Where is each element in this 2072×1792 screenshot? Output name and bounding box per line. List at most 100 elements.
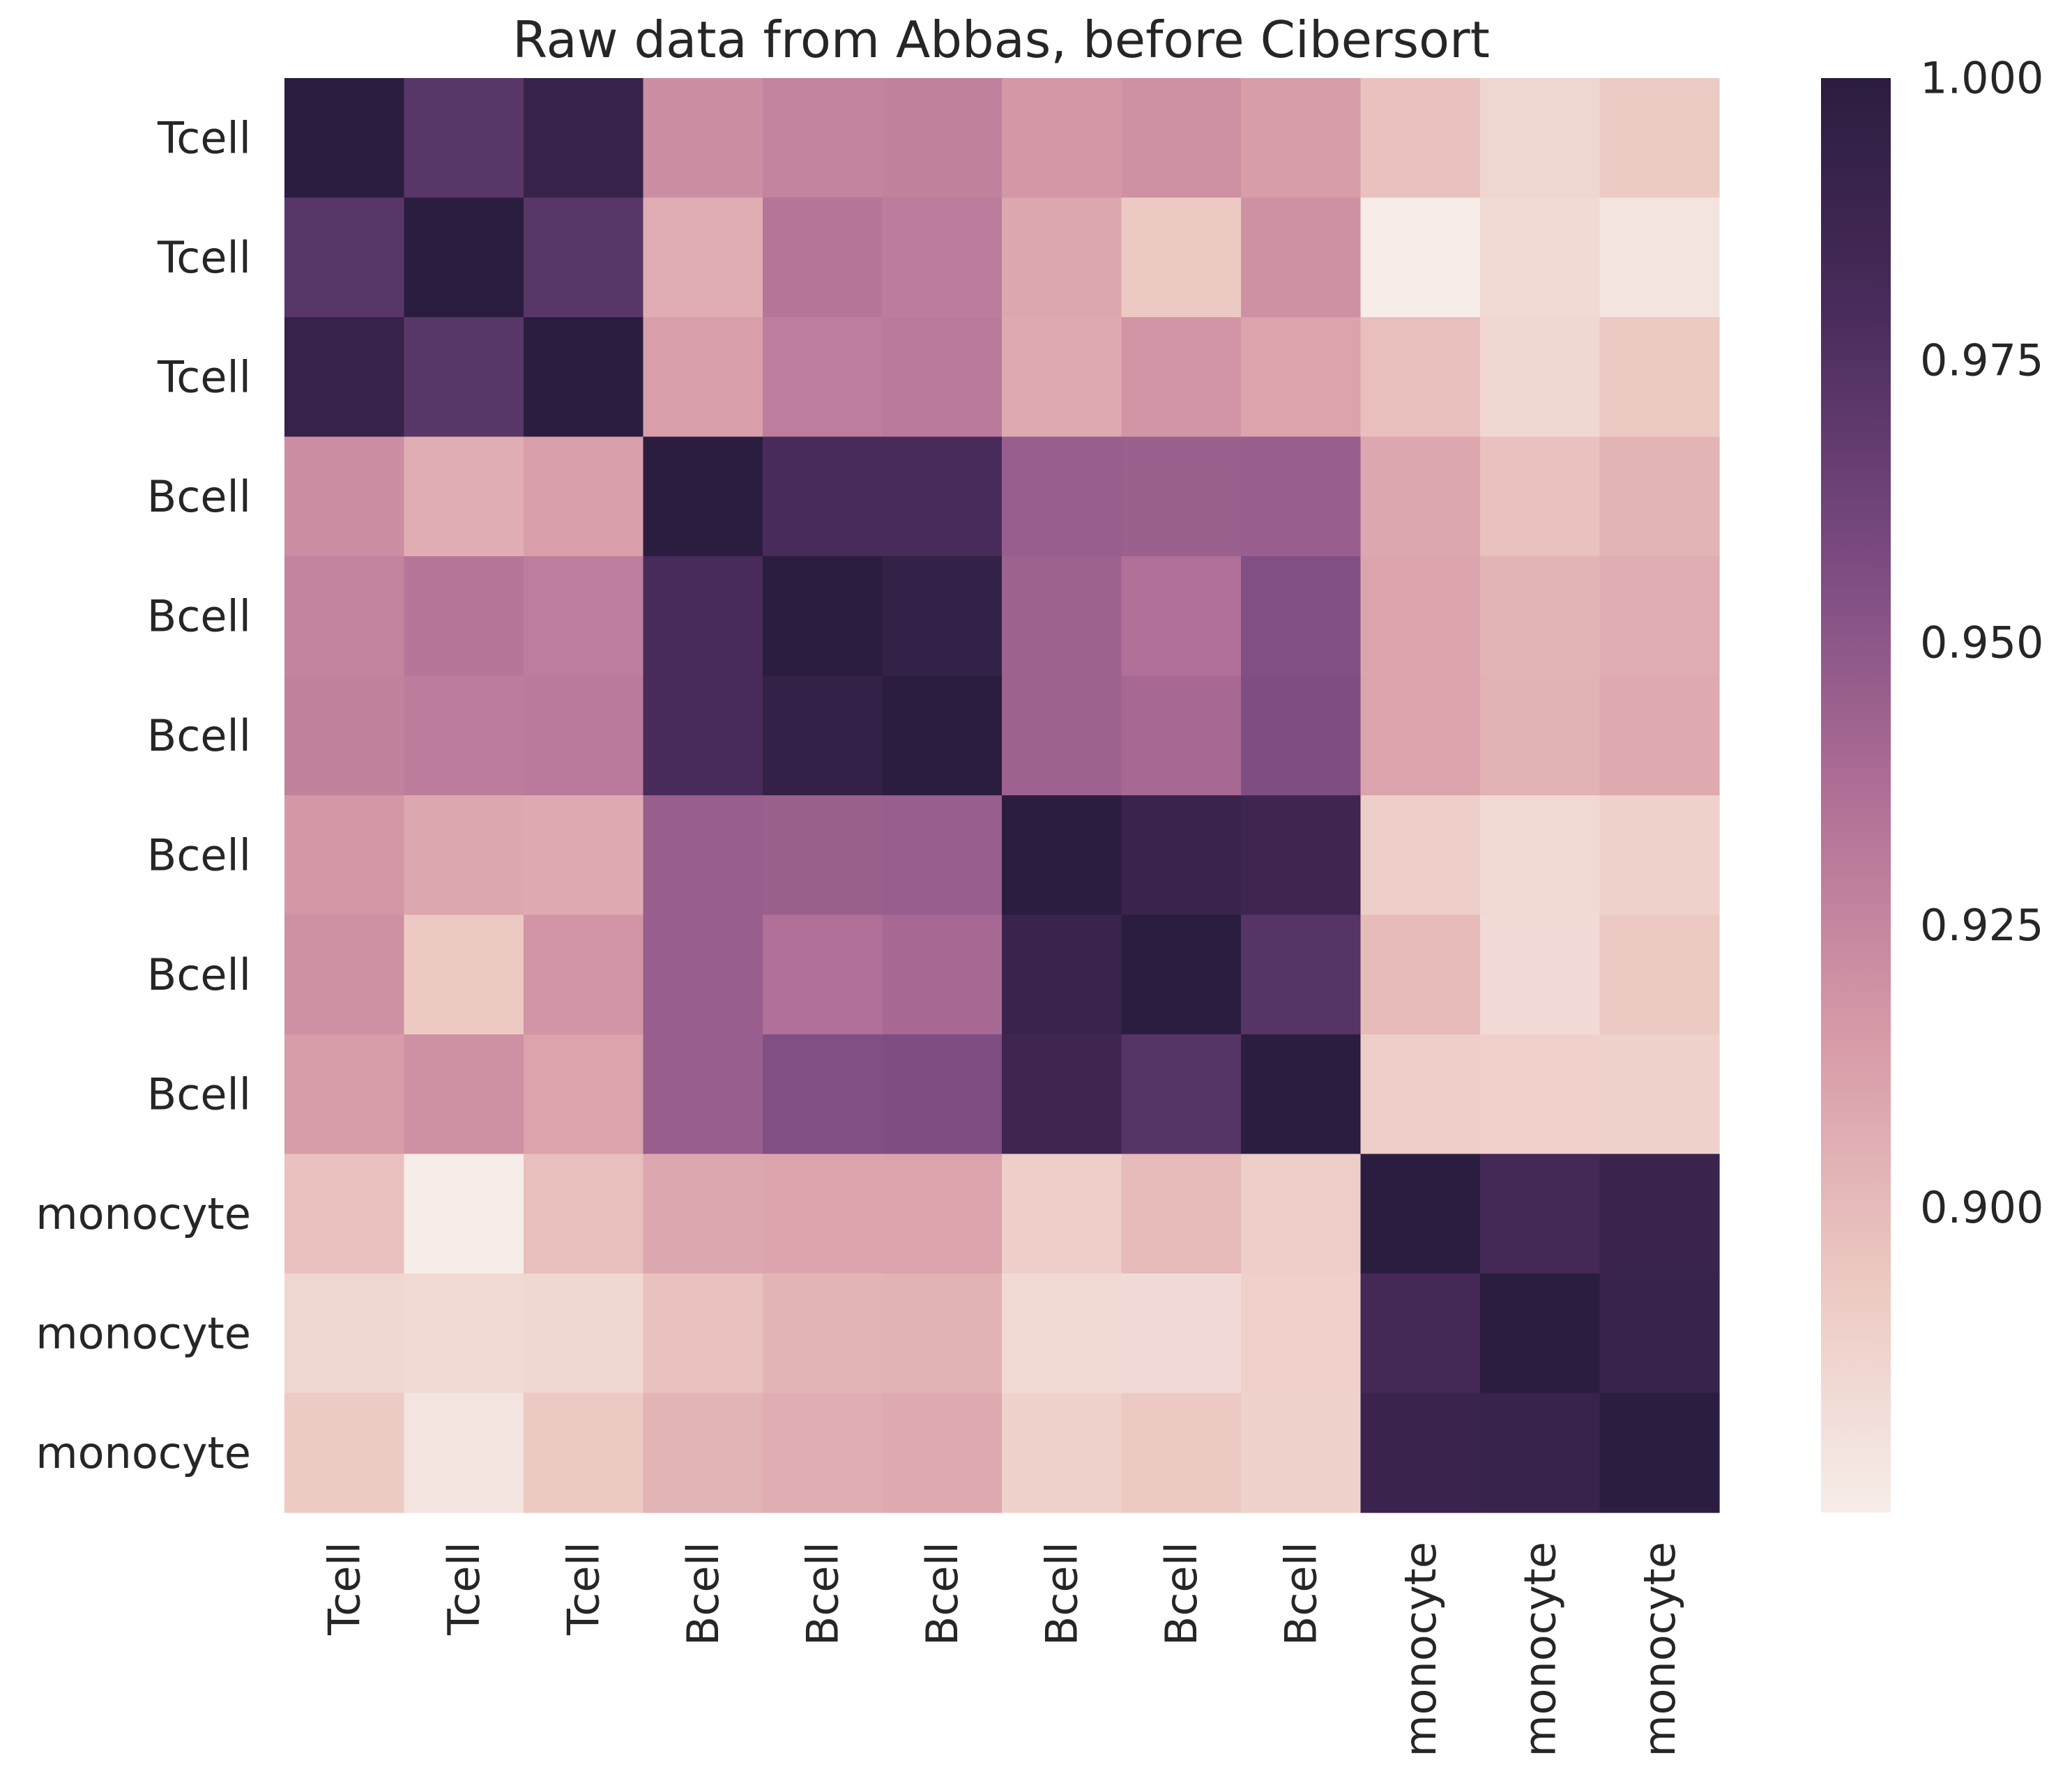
heatmap-cell <box>882 1273 1003 1394</box>
column-label: Bcell <box>797 1542 848 1646</box>
heatmap-cell <box>1241 197 1362 318</box>
heatmap-cell <box>763 317 883 438</box>
colorbar-tick-label: 0.925 <box>1920 900 2044 951</box>
heatmap-cell <box>1480 1034 1601 1155</box>
heatmap-cell <box>404 1034 524 1155</box>
heatmap-cell <box>1360 1273 1481 1394</box>
heatmap-cell <box>643 914 763 1035</box>
heatmap-cell <box>643 1154 763 1274</box>
heatmap-cell <box>1002 78 1122 199</box>
heatmap-cell <box>1002 1034 1122 1155</box>
heatmap-cell <box>404 556 524 677</box>
column-label: Tcell <box>319 1542 370 1636</box>
heatmap-cell <box>284 675 405 796</box>
heatmap-cell <box>1121 1393 1242 1513</box>
heatmap-cell <box>1360 1154 1481 1274</box>
colorbar-tick-label: 0.900 <box>1920 1182 2044 1233</box>
heatmap-cell <box>1121 436 1242 557</box>
heatmap-cell <box>763 78 883 199</box>
heatmap-cell <box>524 317 644 438</box>
heatmap-cell <box>1002 317 1122 438</box>
heatmap-cell <box>643 436 763 557</box>
heatmap-cell <box>1599 1273 1720 1394</box>
heatmap-cell <box>1480 1273 1601 1394</box>
heatmap-cell <box>1002 1273 1122 1394</box>
heatmap-cell <box>524 78 644 199</box>
heatmap-cell <box>763 436 883 557</box>
heatmap-cell <box>882 436 1003 557</box>
heatmap-cell <box>1360 795 1481 916</box>
heatmap-cell <box>1002 795 1122 916</box>
heatmap-cell <box>404 1273 524 1394</box>
heatmap-cell <box>404 78 524 199</box>
heatmap-cell <box>643 795 763 916</box>
heatmap-cell <box>404 436 524 557</box>
colorbar-tick-label: 0.975 <box>1920 335 2044 386</box>
heatmap-cell <box>1360 78 1481 199</box>
heatmap-cell <box>643 556 763 677</box>
heatmap-cell <box>1121 675 1242 796</box>
heatmap-cell <box>1599 795 1720 916</box>
heatmap-cell <box>284 317 405 438</box>
heatmap-cell <box>1599 436 1720 557</box>
heatmap-cell <box>1241 795 1362 916</box>
heatmap-cell <box>404 675 524 796</box>
heatmap-cell <box>1599 317 1720 438</box>
colorbar-gradient <box>1821 78 1891 1513</box>
row-label: monocyte <box>36 1188 251 1239</box>
column-label: Bcell <box>1036 1542 1087 1646</box>
heatmap-cell <box>1121 795 1242 916</box>
row-label: Bcell <box>147 829 251 880</box>
heatmap-cell <box>284 1273 405 1394</box>
column-label: monocyte <box>1395 1542 1446 1757</box>
heatmap-cell <box>404 795 524 916</box>
heatmap-cell <box>1480 317 1601 438</box>
heatmap-cell <box>1480 436 1601 557</box>
heatmap-cell <box>1480 197 1601 318</box>
heatmap-cell <box>1480 675 1601 796</box>
row-label: Tcell <box>157 232 251 283</box>
heatmap-cell <box>1480 795 1601 916</box>
heatmap-cell <box>524 914 644 1035</box>
row-label: Bcell <box>147 471 251 522</box>
heatmap-cell <box>524 675 644 796</box>
heatmap-cell <box>763 1393 883 1513</box>
heatmap-cell <box>882 1154 1003 1274</box>
heatmap-cell <box>284 197 405 318</box>
heatmap-cell <box>1121 556 1242 677</box>
heatmap-cell <box>1241 1393 1362 1513</box>
heatmap-cell <box>524 795 644 916</box>
column-label: Bcell <box>917 1542 968 1646</box>
heatmap-cell <box>1241 1154 1362 1274</box>
heatmap-cell <box>524 1034 644 1155</box>
heatmap-cell <box>643 1034 763 1155</box>
heatmap-cell <box>1121 914 1242 1035</box>
heatmap-cell <box>1241 1034 1362 1155</box>
heatmap-cell <box>1241 675 1362 796</box>
heatmap-cell <box>524 1154 644 1274</box>
column-label: monocyte <box>1634 1542 1685 1757</box>
heatmap-cell <box>763 675 883 796</box>
row-label: monocyte <box>36 1308 251 1358</box>
heatmap-cell <box>882 78 1003 199</box>
heatmap-cell <box>763 914 883 1035</box>
heatmap-cell <box>882 914 1003 1035</box>
heatmap-cell <box>1121 1154 1242 1274</box>
heatmap-cell <box>1599 556 1720 677</box>
heatmap-cell <box>1241 436 1362 557</box>
heatmap-cell <box>524 556 644 677</box>
heatmap-cell <box>404 1154 524 1274</box>
heatmap-cell <box>1002 556 1122 677</box>
heatmap-cell <box>1002 914 1122 1035</box>
heatmap-cell <box>524 1273 644 1394</box>
heatmap-cell <box>1241 317 1362 438</box>
heatmap-cell <box>1002 1393 1122 1513</box>
heatmap-cell <box>284 1034 405 1155</box>
heatmap-cell <box>404 317 524 438</box>
column-label: Bcell <box>678 1542 729 1646</box>
heatmap-cell <box>1360 914 1481 1035</box>
heatmap-cell <box>524 1393 644 1513</box>
heatmap-cell <box>1360 556 1481 677</box>
column-labels: Tcell Tcell Tcell Bcell Bcell Bcell Bcell Bcell… <box>319 1542 1685 1757</box>
heatmap-cell <box>643 197 763 318</box>
